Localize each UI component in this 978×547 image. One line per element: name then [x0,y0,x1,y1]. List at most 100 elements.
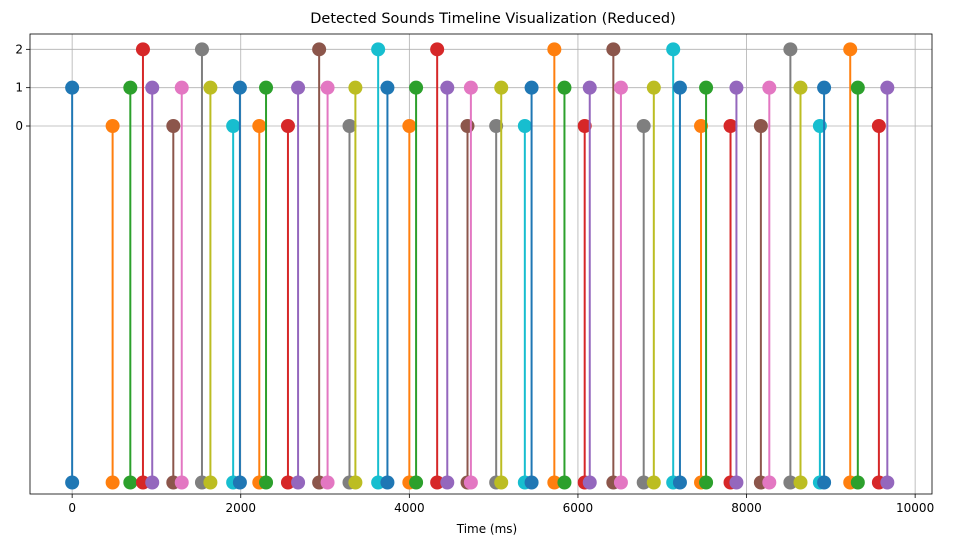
stem-base-marker [291,475,306,490]
stem-head-marker [646,80,661,95]
stem-head-marker [843,42,858,57]
stem-head-marker [348,80,363,95]
stem-base-marker [793,475,808,490]
stem-base-marker [123,475,138,490]
stem-base-marker [850,475,865,490]
stem-head-marker [517,119,532,133]
stem-base-marker [430,475,445,490]
stem-base-marker [65,475,80,490]
stem-head-marker [613,80,628,95]
stem-head-marker [871,119,886,133]
stem-head-marker [409,80,424,95]
stem-head-marker [793,80,808,95]
x-tick-label: 10000 [896,501,934,515]
stem-base-marker [494,475,509,490]
x-tick-label: 0 [68,501,76,515]
stem-head-marker [762,80,777,95]
stem-base-marker [699,475,714,490]
stem-head-marker [850,80,865,95]
stem-head-marker [65,80,80,95]
stem-base-marker [636,475,651,490]
stem-base-marker [817,475,832,490]
plot-frame [29,33,933,495]
stem-base-marker [547,475,562,490]
stem-head-marker [380,80,395,95]
stem-head-marker [606,42,621,57]
stem-head-marker [783,42,798,57]
stem-base-marker [672,475,687,490]
axis-ticks: 0 2000 4000 6000 8000 10000 0 1 2 [15,42,934,515]
stem-base-marker [105,475,120,490]
stem-head-marker [320,80,335,95]
stem-head-marker [259,80,274,95]
stem-head-marker [371,42,386,57]
stem-head-marker [194,42,209,57]
stem-head-marker [280,119,295,133]
y-tick-label: 2 [15,42,23,56]
stem-base-marker [232,475,247,490]
stem-head-marker [174,80,189,95]
stem-base-marker [440,475,455,490]
stem-base-marker [203,475,218,490]
stem-base-marker [463,475,478,490]
x-tick-label: 6000 [563,501,594,515]
stem-head-marker [524,80,539,95]
stem-base-marker [646,475,661,490]
stem-head-marker [232,80,247,95]
chart-title: Detected Sounds Timeline Visualization (… [310,11,676,27]
stem-head-marker [430,42,445,57]
stem-head-marker [342,119,357,133]
stem-head-marker [723,119,738,133]
stem-head-marker [547,42,562,57]
stem-head-marker [489,119,504,133]
stem-head-marker [203,80,218,95]
stem-base-marker [729,475,744,490]
stem-head-marker [880,80,895,95]
stem-head-marker [636,119,651,133]
stem-head-marker [494,80,509,95]
stem-base-marker [762,475,777,490]
stem-series [65,42,895,490]
x-tick-label: 2000 [225,501,256,515]
grid-lines [30,34,932,494]
stem-head-marker [166,119,181,133]
stem-head-marker [402,119,417,133]
stem-head-marker [699,80,714,95]
stem-base-marker [613,475,628,490]
stem-head-marker [440,80,455,95]
stem-base-marker [348,475,363,490]
stem-base-marker [524,475,539,490]
stem-head-marker [694,119,709,133]
stem-base-marker [280,475,295,490]
x-tick-label: 8000 [731,501,762,515]
x-axis-label: Time (ms) [456,522,518,536]
stem-base-marker [582,475,597,490]
y-tick-label: 1 [15,81,23,95]
stem-head-marker [145,80,160,95]
stem-base-marker [259,475,274,490]
stem-head-marker [460,119,475,133]
stem-head-marker [291,80,306,95]
stem-head-marker [252,119,267,133]
y-tick-label: 0 [15,119,23,133]
stem-base-marker [557,475,572,490]
stem-base-marker [880,475,895,490]
stem-head-marker [582,80,597,95]
stem-head-marker [557,80,572,95]
stem-head-marker [672,80,687,95]
stem-head-marker [312,42,327,57]
stem-base-marker [783,475,798,490]
stem-head-marker [123,80,138,95]
stem-base-marker [320,475,335,490]
stem-base-marker [409,475,424,490]
stem-head-marker [463,80,478,95]
stem-base-marker [380,475,395,490]
stem-base-marker [145,475,160,490]
stem-head-marker [729,80,744,95]
stem-head-marker [817,80,832,95]
stem-base-marker [174,475,189,490]
stem-head-marker [753,119,768,133]
stem-head-marker [105,119,120,133]
x-tick-label: 4000 [394,501,425,515]
